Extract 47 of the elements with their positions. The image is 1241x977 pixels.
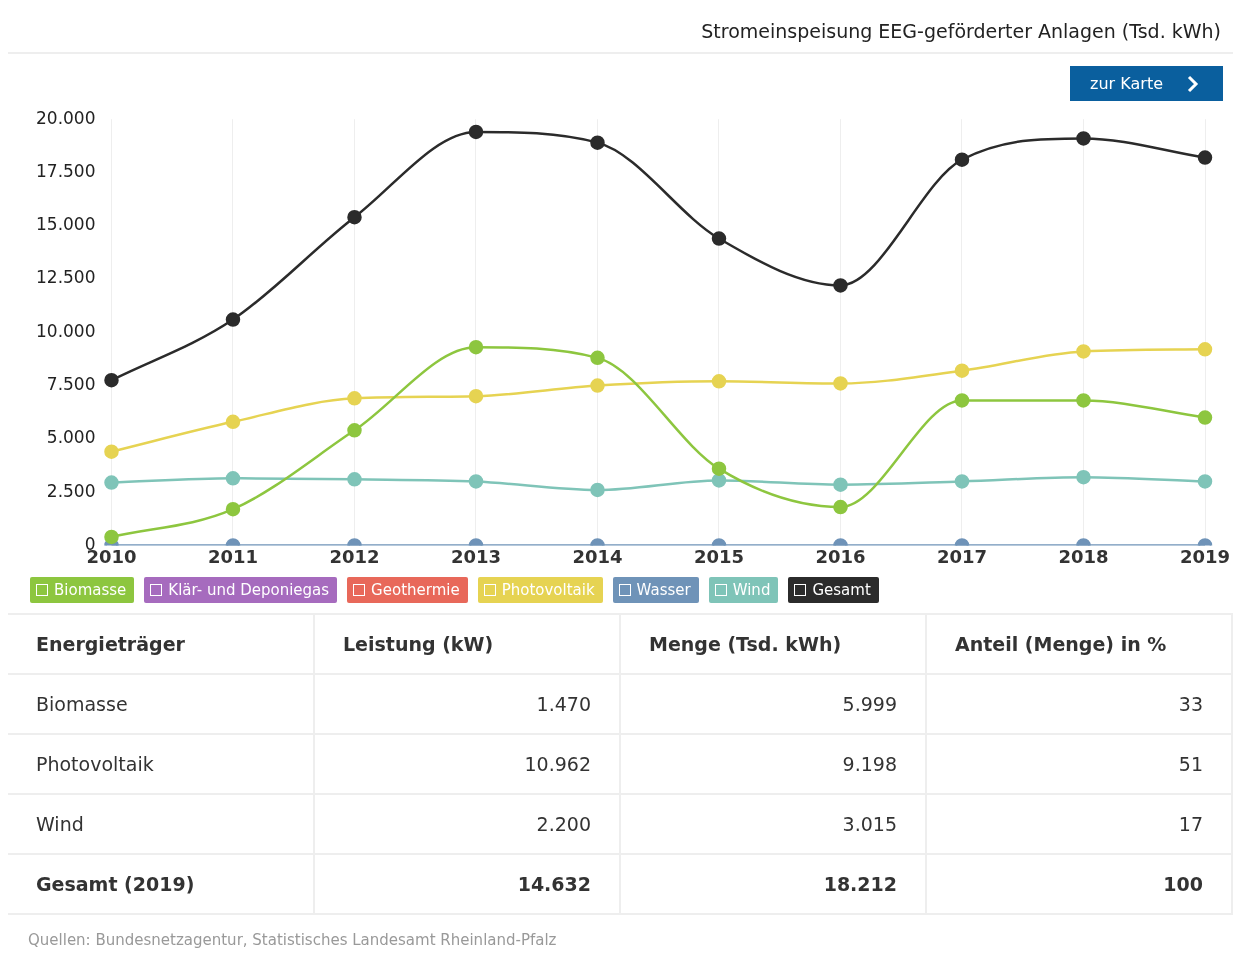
legend-label: Photovoltaik xyxy=(501,581,595,599)
data-label: 18.212 xyxy=(620,854,926,913)
data-label: 100 xyxy=(926,854,1232,913)
category-label: Wind xyxy=(8,794,314,854)
y-tick-label: 15.000 xyxy=(36,214,96,235)
text: Leistung (kW) xyxy=(314,614,620,674)
x-tick-label: 2013 xyxy=(450,545,502,567)
legend-label: Wind xyxy=(732,581,771,599)
x-tick-label: 2015 xyxy=(693,545,745,567)
data-label: 3.015 xyxy=(620,794,926,854)
legend-label: Wasser xyxy=(636,581,691,599)
y-tick-label: 17.500 xyxy=(36,160,96,181)
data-label: 51 xyxy=(926,734,1232,794)
text: Energieträger xyxy=(8,614,314,674)
y-tick-label: 2.500 xyxy=(46,480,96,501)
data-label: 17 xyxy=(926,794,1232,854)
x-tick-label: 2018 xyxy=(1058,545,1109,567)
x-tick-label: 2017 xyxy=(936,545,988,567)
data-label: 9.198 xyxy=(620,734,926,794)
data-label: 10.962 xyxy=(314,734,620,794)
x-tick-label: 2019 xyxy=(1179,545,1231,567)
x-tick-label: 2014 xyxy=(572,545,623,567)
legend-label: Biomasse xyxy=(54,581,127,599)
y-tick-label: 7.500 xyxy=(46,374,96,394)
chart-title: Stromeinspeisung EEG-geförderter Anlagen (Tsd. kWh) xyxy=(8,8,1233,54)
y-tick-label: 5.000 xyxy=(46,427,96,448)
category-label: Photovoltaik xyxy=(8,734,314,794)
data-label: 2.200 xyxy=(314,794,620,854)
text: Anteil (Menge) in % xyxy=(926,614,1232,674)
legend-label: Gesamt xyxy=(812,581,871,599)
y-tick-label: 12.500 xyxy=(36,267,96,288)
x-tick-label: 2011 xyxy=(207,545,259,567)
y-tick-label: 10.000 xyxy=(36,320,96,341)
x-tick-label: 2016 xyxy=(815,545,866,567)
text: Menge (Tsd. kWh) xyxy=(620,614,926,674)
legend-label: Geothermie xyxy=(371,581,460,599)
legend-label: Klär- und Deponiegas xyxy=(168,581,330,599)
x-tick-label: 2012 xyxy=(329,545,380,567)
category-label: Biomasse xyxy=(8,674,314,734)
data-label: 1.470 xyxy=(314,674,620,734)
y-tick-label: 20.000 xyxy=(36,107,96,128)
source-note: Quellen: Bundesnetzagentur, Statistisches Landesamt Rheinland-Pfalz xyxy=(8,913,1233,965)
text: zur Karte xyxy=(1090,74,1163,93)
data-label: 5.999 xyxy=(620,674,926,734)
data-label: 14.632 xyxy=(314,854,620,913)
category-label: Gesamt (2019) xyxy=(8,854,314,913)
data-label: 33 xyxy=(926,674,1232,734)
